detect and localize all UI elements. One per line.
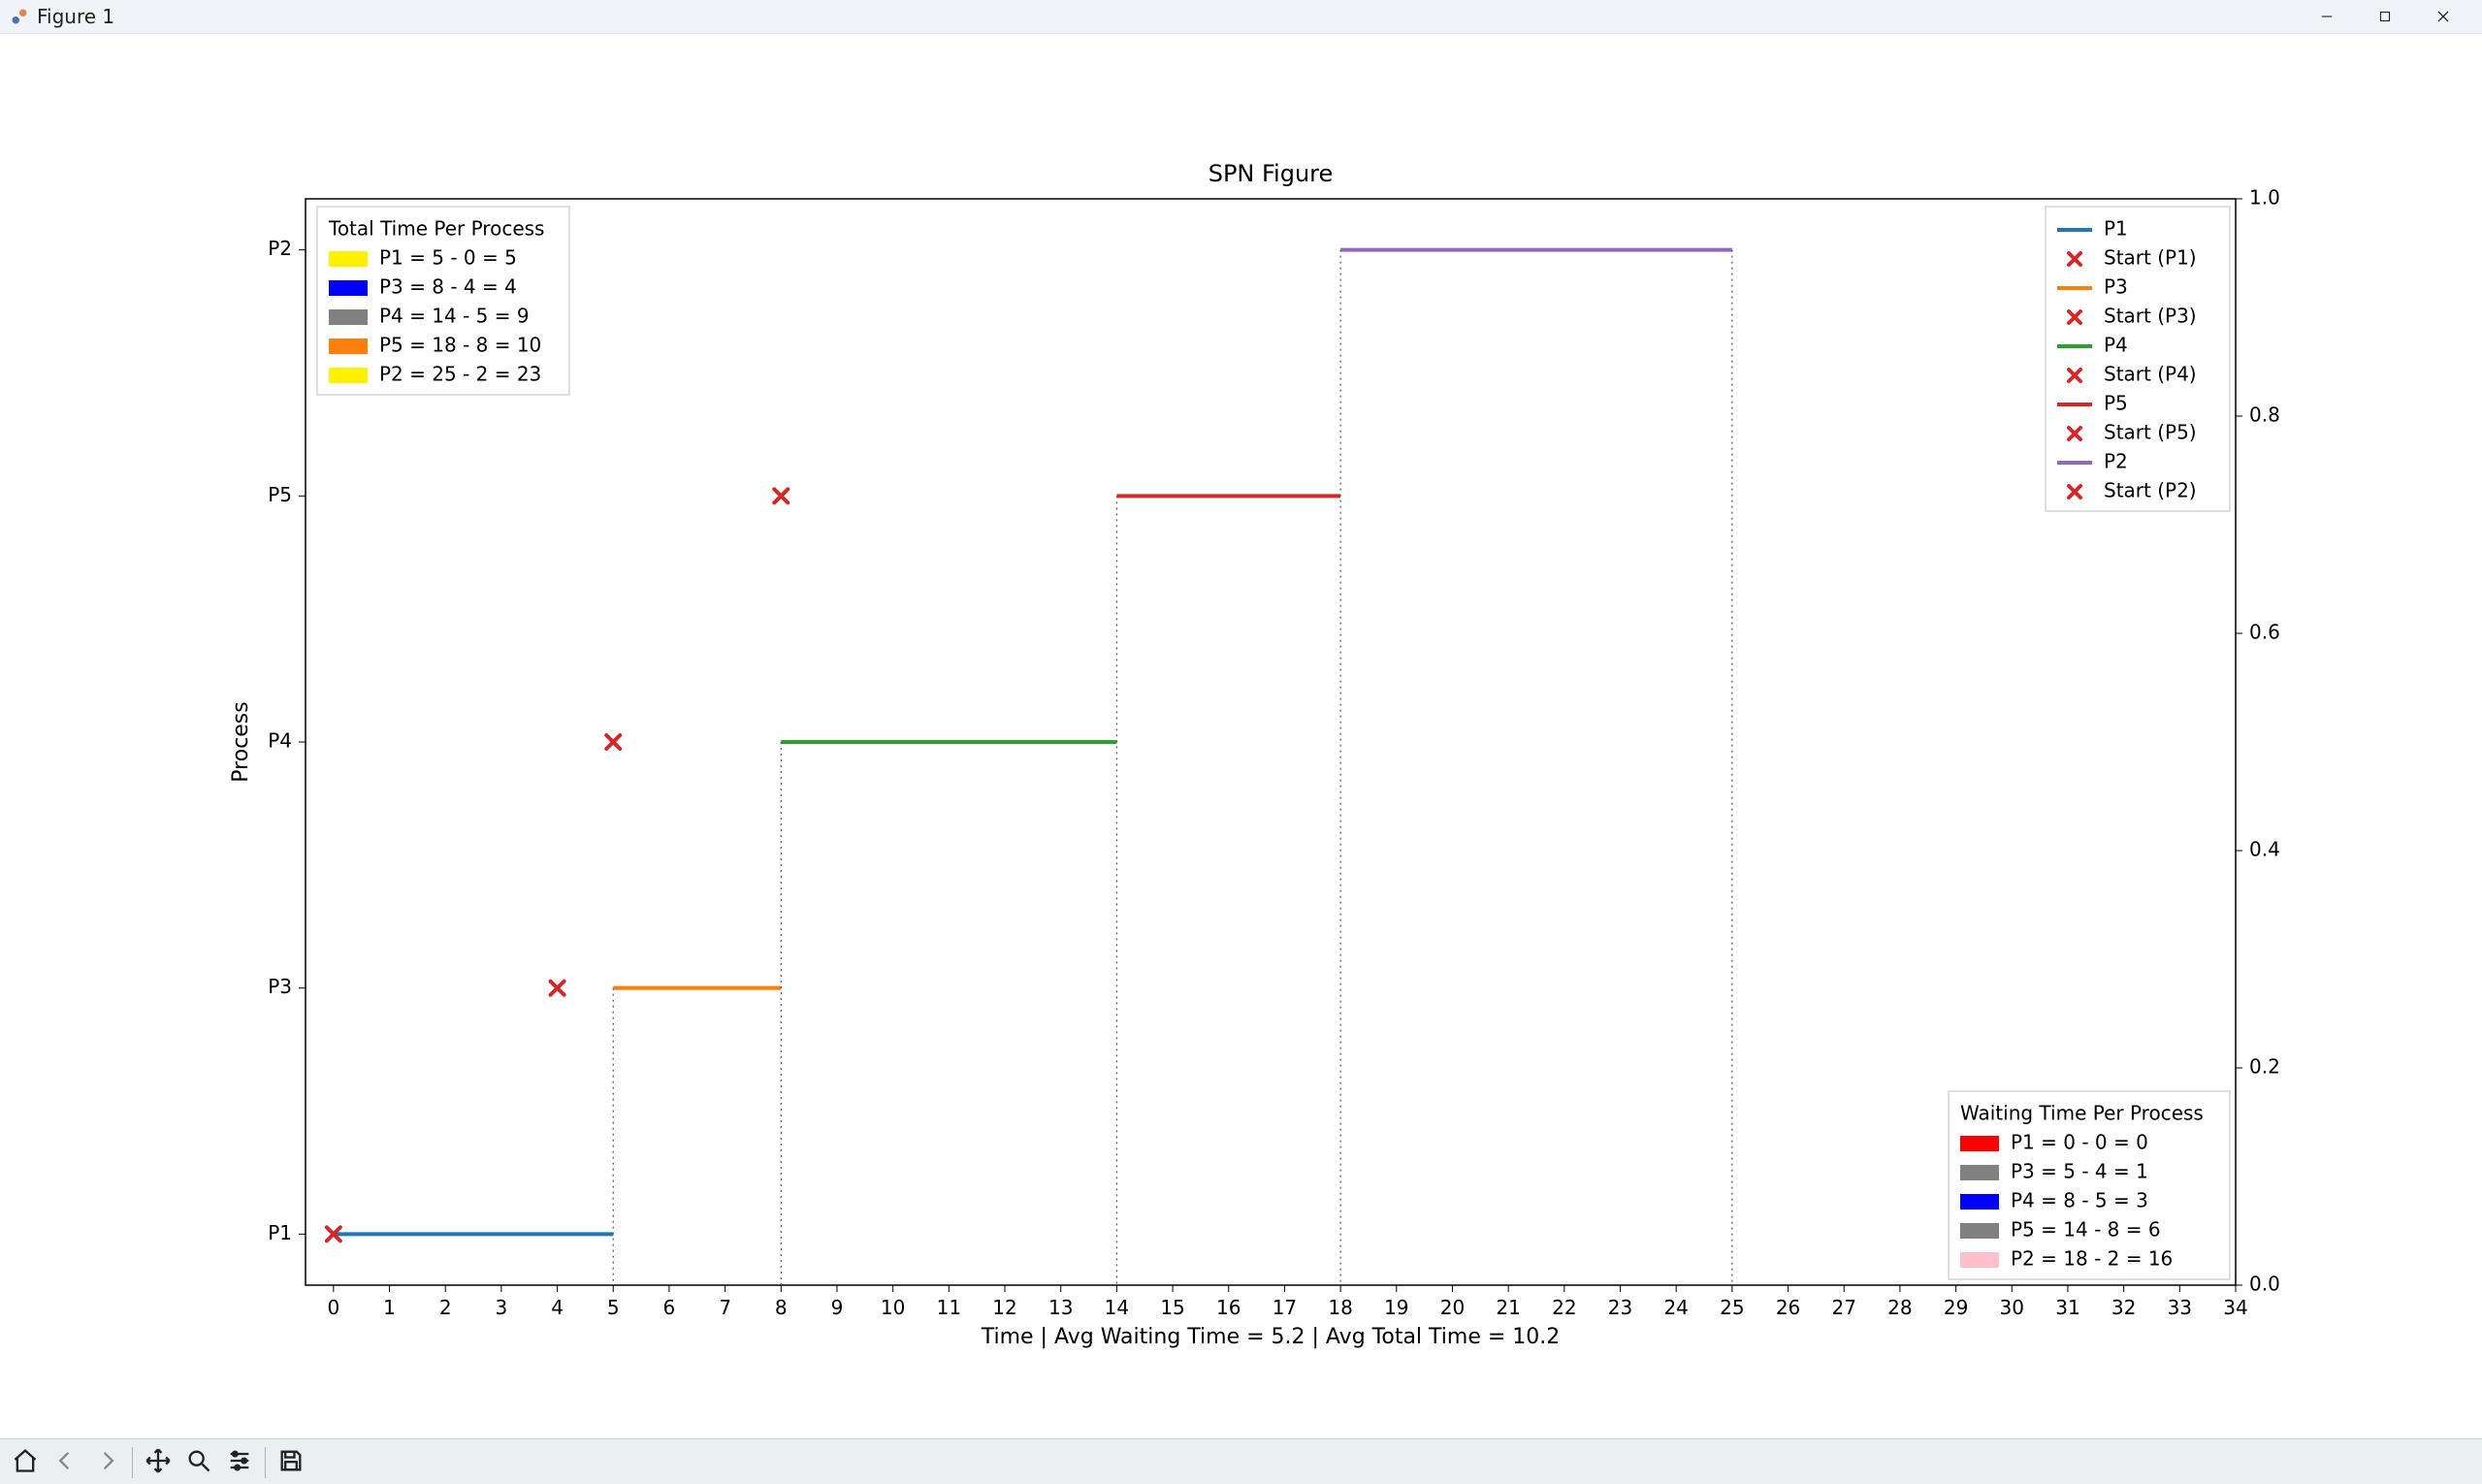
svg-text:0.6: 0.6 bbox=[2249, 621, 2280, 644]
arrow-right-icon bbox=[93, 1447, 120, 1478]
svg-text:1: 1 bbox=[383, 1296, 396, 1319]
back-button[interactable] bbox=[47, 1443, 85, 1482]
svg-text:12: 12 bbox=[992, 1296, 1016, 1319]
svg-text:Total Time Per Process: Total Time Per Process bbox=[328, 217, 544, 241]
svg-text:19: 19 bbox=[1384, 1296, 1408, 1319]
svg-text:P4 = 14 - 5 = 9: P4 = 14 - 5 = 9 bbox=[379, 305, 530, 328]
svg-text:31: 31 bbox=[2055, 1296, 2079, 1319]
svg-text:17: 17 bbox=[1273, 1296, 1297, 1319]
svg-text:9: 9 bbox=[831, 1296, 844, 1319]
save-icon bbox=[277, 1447, 305, 1478]
svg-text:SPN Figure: SPN Figure bbox=[1209, 160, 1334, 187]
svg-text:4: 4 bbox=[551, 1296, 564, 1319]
close-button[interactable] bbox=[2414, 0, 2472, 33]
zoom-icon bbox=[185, 1447, 212, 1478]
svg-text:18: 18 bbox=[1328, 1296, 1352, 1319]
svg-text:P4 = 8 - 5 = 3: P4 = 8 - 5 = 3 bbox=[2011, 1189, 2148, 1212]
move-icon bbox=[145, 1447, 172, 1478]
svg-text:23: 23 bbox=[1608, 1296, 1632, 1319]
pan-button[interactable] bbox=[139, 1443, 177, 1482]
maximize-button[interactable] bbox=[2356, 0, 2414, 33]
svg-text:P1 = 0 - 0 = 0: P1 = 0 - 0 = 0 bbox=[2011, 1131, 2148, 1154]
svg-text:32: 32 bbox=[2111, 1296, 2136, 1319]
svg-text:P5: P5 bbox=[268, 483, 292, 506]
svg-text:28: 28 bbox=[1887, 1296, 1912, 1319]
svg-text:Start (P5): Start (P5) bbox=[2104, 421, 2197, 444]
svg-text:Waiting Time Per Process: Waiting Time Per Process bbox=[1960, 1102, 2204, 1125]
svg-text:Start (P3): Start (P3) bbox=[2104, 305, 2197, 328]
svg-text:0.0: 0.0 bbox=[2249, 1273, 2280, 1296]
sliders-icon bbox=[226, 1447, 253, 1478]
svg-text:6: 6 bbox=[663, 1296, 676, 1319]
matplotlib-toolbar bbox=[0, 1438, 2482, 1484]
home-icon bbox=[12, 1447, 39, 1478]
svg-text:5: 5 bbox=[607, 1296, 620, 1319]
svg-text:P3: P3 bbox=[268, 975, 292, 998]
svg-text:P2 = 25 - 2 = 23: P2 = 25 - 2 = 23 bbox=[379, 363, 541, 386]
svg-text:0: 0 bbox=[327, 1296, 339, 1319]
svg-text:8: 8 bbox=[775, 1296, 788, 1319]
svg-text:P5 = 14 - 8 = 6: P5 = 14 - 8 = 6 bbox=[2011, 1218, 2161, 1242]
save-button[interactable] bbox=[272, 1443, 310, 1482]
svg-text:16: 16 bbox=[1216, 1296, 1241, 1319]
svg-text:29: 29 bbox=[1944, 1296, 1968, 1319]
toolbar-separator bbox=[265, 1447, 266, 1478]
svg-text:34: 34 bbox=[2223, 1296, 2247, 1319]
forward-button[interactable] bbox=[87, 1443, 126, 1482]
svg-text:Time | Avg Waiting Time = 5.2: Time | Avg Waiting Time = 5.2 | Avg Tota… bbox=[981, 1325, 1561, 1349]
svg-text:33: 33 bbox=[2168, 1296, 2192, 1319]
svg-text:11: 11 bbox=[937, 1296, 961, 1319]
zoom-button[interactable] bbox=[179, 1443, 218, 1482]
svg-text:20: 20 bbox=[1440, 1296, 1465, 1319]
arrow-left-icon bbox=[52, 1447, 80, 1478]
svg-text:P2: P2 bbox=[2104, 450, 2128, 473]
svg-text:P1: P1 bbox=[268, 1221, 292, 1244]
configure-subplots-button[interactable] bbox=[220, 1443, 259, 1482]
svg-text:P1 = 5 - 0 = 5: P1 = 5 - 0 = 5 bbox=[379, 246, 517, 270]
svg-text:Start (P1): Start (P1) bbox=[2104, 246, 2197, 270]
svg-text:21: 21 bbox=[1496, 1296, 1520, 1319]
svg-text:10: 10 bbox=[881, 1296, 905, 1319]
svg-text:P4: P4 bbox=[268, 729, 292, 753]
minimize-button[interactable] bbox=[2298, 0, 2356, 33]
svg-text:P2 = 18 - 2 = 16: P2 = 18 - 2 = 16 bbox=[2011, 1247, 2173, 1271]
svg-text:P4: P4 bbox=[2104, 334, 2128, 357]
figure-canvas[interactable]: SPN Figure012345678910111213141516171819… bbox=[0, 34, 2482, 1438]
svg-text:P1: P1 bbox=[2104, 217, 2128, 241]
svg-text:27: 27 bbox=[1832, 1296, 1856, 1319]
svg-text:P3: P3 bbox=[2104, 275, 2128, 299]
svg-text:P2: P2 bbox=[268, 237, 292, 260]
svg-text:P3 = 8 - 4 = 4: P3 = 8 - 4 = 4 bbox=[379, 275, 517, 299]
toolbar-separator bbox=[132, 1447, 133, 1478]
svg-text:30: 30 bbox=[2000, 1296, 2024, 1319]
window-title: Figure 1 bbox=[37, 5, 114, 28]
svg-text:15: 15 bbox=[1160, 1296, 1184, 1319]
svg-text:Process: Process bbox=[229, 701, 253, 782]
svg-text:1.0: 1.0 bbox=[2249, 186, 2280, 210]
window-titlebar: Figure 1 bbox=[0, 0, 2482, 34]
svg-text:0.2: 0.2 bbox=[2249, 1055, 2280, 1079]
svg-text:13: 13 bbox=[1048, 1296, 1073, 1319]
svg-text:2: 2 bbox=[439, 1296, 452, 1319]
home-button[interactable] bbox=[6, 1443, 45, 1482]
svg-text:0.8: 0.8 bbox=[2249, 403, 2280, 427]
svg-text:7: 7 bbox=[719, 1296, 731, 1319]
svg-text:P5 = 18 - 8 = 10: P5 = 18 - 8 = 10 bbox=[379, 334, 541, 357]
svg-text:25: 25 bbox=[1720, 1296, 1744, 1319]
svg-text:0.4: 0.4 bbox=[2249, 838, 2280, 861]
svg-text:3: 3 bbox=[496, 1296, 508, 1319]
svg-text:24: 24 bbox=[1663, 1296, 1688, 1319]
svg-text:P5: P5 bbox=[2104, 392, 2128, 415]
svg-text:22: 22 bbox=[1552, 1296, 1576, 1319]
svg-text:Start (P4): Start (P4) bbox=[2104, 363, 2197, 386]
svg-text:14: 14 bbox=[1105, 1296, 1129, 1319]
svg-text:P3 = 5 - 4 = 1: P3 = 5 - 4 = 1 bbox=[2011, 1160, 2148, 1183]
plot-svg: SPN Figure012345678910111213141516171819… bbox=[0, 34, 2482, 1438]
svg-text:Start (P2): Start (P2) bbox=[2104, 479, 2197, 502]
app-icon bbox=[10, 7, 29, 26]
svg-text:26: 26 bbox=[1776, 1296, 1800, 1319]
